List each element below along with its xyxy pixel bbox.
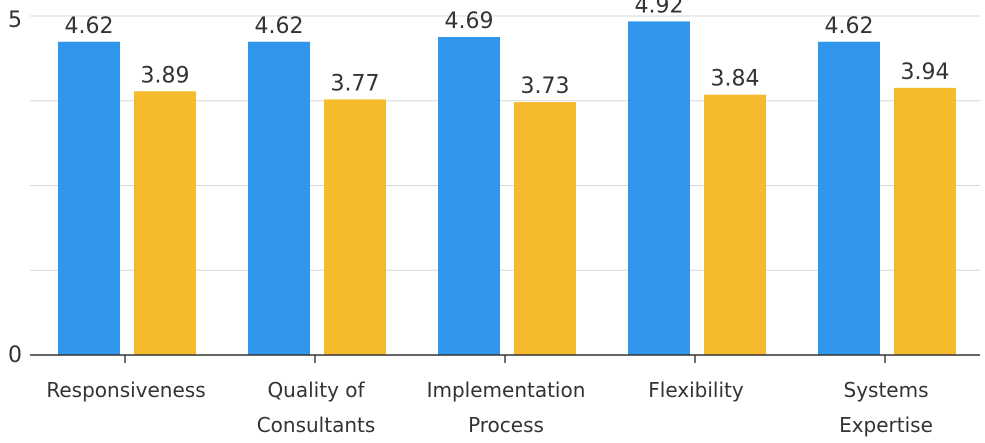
bar bbox=[818, 41, 880, 355]
bar bbox=[704, 94, 766, 355]
bar bbox=[324, 99, 386, 355]
data-label: 4.62 bbox=[825, 14, 874, 39]
x-axis: Responsiveness Quality of Consultants Imple… bbox=[30, 354, 980, 437]
data-labels: 4.62 4.62 4.69 4.92 4.62 3.89 3.77 3.73 3.84 3.94 bbox=[65, 0, 950, 99]
bar bbox=[514, 102, 576, 355]
bar bbox=[58, 41, 120, 355]
bar bbox=[894, 87, 956, 356]
x-tick-label: Process bbox=[468, 413, 544, 437]
y-axis: 05 bbox=[8, 8, 22, 368]
x-tick-label: Expertise bbox=[839, 413, 933, 437]
x-tick-label: Quality of bbox=[267, 378, 365, 402]
data-label: 4.62 bbox=[255, 14, 304, 39]
data-label: 3.89 bbox=[141, 63, 190, 88]
data-label: 3.84 bbox=[711, 67, 760, 92]
x-tick-label: Consultants bbox=[257, 413, 376, 437]
x-tick-label: Implementation bbox=[427, 378, 586, 402]
bars bbox=[58, 21, 956, 356]
x-tick-label: Responsiveness bbox=[46, 378, 205, 402]
data-label: 3.94 bbox=[901, 60, 950, 85]
x-tick-label: Flexibility bbox=[648, 378, 744, 402]
data-label: 3.77 bbox=[331, 71, 380, 96]
bar bbox=[628, 21, 690, 355]
data-label: 4.62 bbox=[65, 14, 114, 39]
bar bbox=[248, 41, 310, 355]
bar bbox=[438, 37, 500, 355]
bar bbox=[134, 91, 196, 356]
data-label: 4.92 bbox=[635, 0, 684, 18]
y-tick-label: 5 bbox=[8, 8, 22, 33]
data-label: 3.73 bbox=[521, 74, 570, 99]
y-tick-label: 0 bbox=[8, 343, 22, 368]
x-tick-label: Systems bbox=[844, 378, 929, 402]
data-label: 4.69 bbox=[445, 9, 494, 34]
